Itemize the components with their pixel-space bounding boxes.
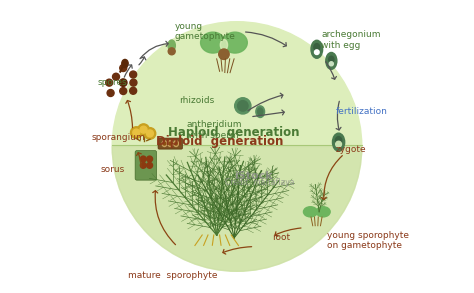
Circle shape xyxy=(147,156,153,162)
Circle shape xyxy=(144,128,156,139)
Circle shape xyxy=(107,89,114,96)
Ellipse shape xyxy=(168,40,175,51)
Text: sorus: sorus xyxy=(100,165,125,174)
Circle shape xyxy=(237,100,248,111)
Circle shape xyxy=(130,87,137,94)
Ellipse shape xyxy=(336,137,342,145)
Text: Credit: mariaflaya: Credit: mariaflaya xyxy=(226,178,295,187)
Text: root: root xyxy=(272,234,290,242)
Circle shape xyxy=(112,22,362,271)
Text: rhizoids: rhizoids xyxy=(179,96,214,105)
Ellipse shape xyxy=(326,52,337,69)
Circle shape xyxy=(146,130,154,137)
Ellipse shape xyxy=(122,59,128,68)
Circle shape xyxy=(329,62,333,66)
Ellipse shape xyxy=(168,141,173,146)
Ellipse shape xyxy=(316,207,330,217)
Ellipse shape xyxy=(311,40,323,58)
Circle shape xyxy=(119,79,127,86)
Circle shape xyxy=(140,126,147,133)
Ellipse shape xyxy=(220,39,228,50)
Text: mature  sporophyte: mature sporophyte xyxy=(128,271,218,280)
Ellipse shape xyxy=(303,207,318,217)
Text: Diploid  generation: Diploid generation xyxy=(156,135,283,148)
Text: young sporophyte
on gametophyte: young sporophyte on gametophyte xyxy=(327,231,409,250)
Ellipse shape xyxy=(163,142,165,145)
Ellipse shape xyxy=(332,133,345,151)
Ellipse shape xyxy=(256,106,264,117)
Text: sporangium: sporangium xyxy=(92,133,146,142)
Ellipse shape xyxy=(201,32,225,53)
Ellipse shape xyxy=(223,32,247,53)
Text: spores: spores xyxy=(98,78,128,87)
Circle shape xyxy=(130,127,142,138)
Circle shape xyxy=(314,50,319,54)
Text: iStock: iStock xyxy=(234,171,273,180)
Circle shape xyxy=(130,71,137,78)
Circle shape xyxy=(140,156,146,162)
Text: fertilization: fertilization xyxy=(336,107,388,116)
Circle shape xyxy=(147,162,153,168)
Circle shape xyxy=(106,79,113,86)
Text: Haploid  generation: Haploid generation xyxy=(168,126,300,139)
Circle shape xyxy=(336,141,341,147)
Circle shape xyxy=(219,49,229,59)
Text: zygote: zygote xyxy=(336,145,366,154)
Circle shape xyxy=(120,88,127,94)
Ellipse shape xyxy=(314,44,320,51)
Circle shape xyxy=(140,162,146,168)
Circle shape xyxy=(130,79,137,86)
Ellipse shape xyxy=(328,56,334,63)
Circle shape xyxy=(133,129,140,136)
Text: young
gametophyte: young gametophyte xyxy=(174,22,236,41)
Ellipse shape xyxy=(175,142,177,145)
Circle shape xyxy=(120,64,127,71)
Ellipse shape xyxy=(174,141,178,146)
Ellipse shape xyxy=(257,108,263,115)
Circle shape xyxy=(168,48,175,55)
Ellipse shape xyxy=(162,141,167,146)
Text: antheridium
with sperm: antheridium with sperm xyxy=(186,120,242,140)
Text: archegonium
with egg: archegonium with egg xyxy=(321,30,381,50)
FancyBboxPatch shape xyxy=(135,151,156,180)
Circle shape xyxy=(138,124,149,135)
Ellipse shape xyxy=(169,142,172,145)
Wedge shape xyxy=(112,146,362,271)
Circle shape xyxy=(235,98,251,114)
Circle shape xyxy=(112,73,119,80)
FancyBboxPatch shape xyxy=(158,138,182,149)
